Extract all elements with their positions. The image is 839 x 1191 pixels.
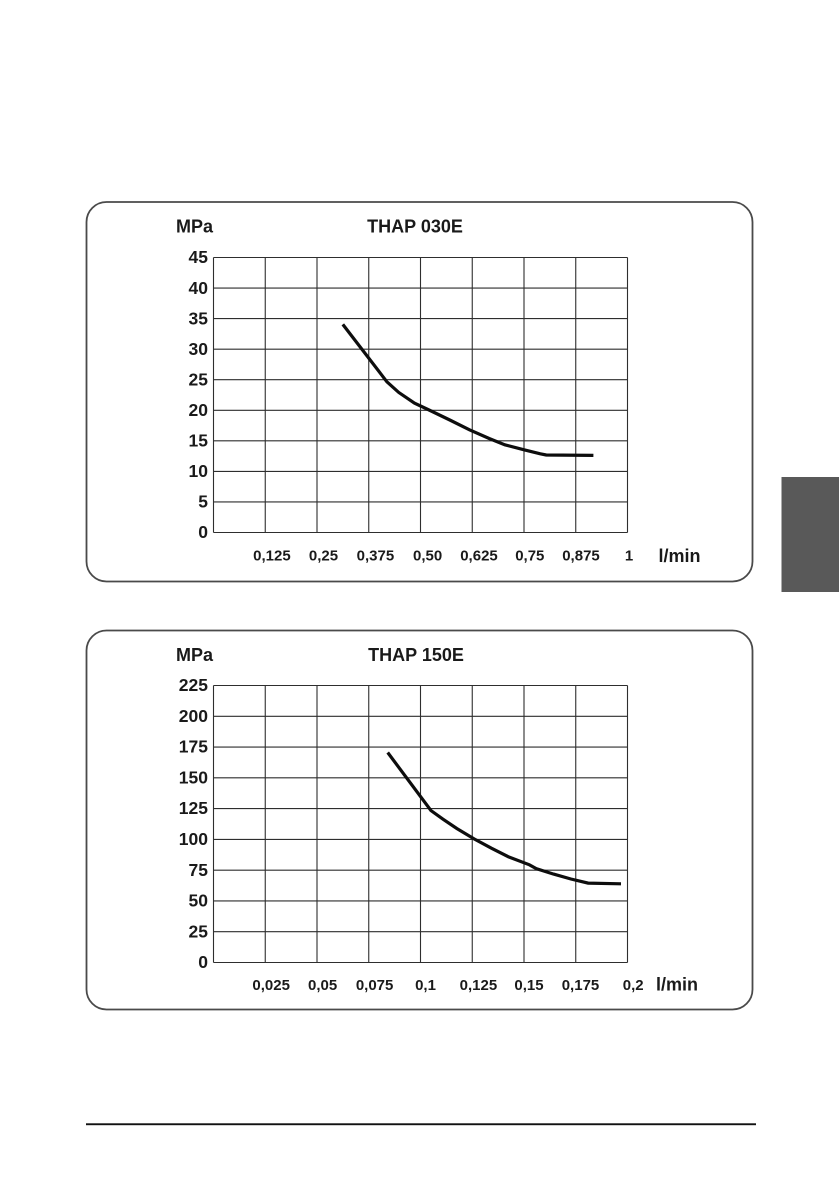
- svg-text:0,375: 0,375: [357, 548, 395, 565]
- svg-text:THAP 150E: THAP 150E: [368, 645, 464, 665]
- svg-text:1: 1: [625, 548, 633, 565]
- svg-text:150: 150: [179, 767, 208, 787]
- svg-text:15: 15: [189, 431, 209, 451]
- svg-text:0,125: 0,125: [460, 977, 498, 994]
- svg-text:0,1: 0,1: [415, 977, 436, 994]
- svg-text:0,05: 0,05: [308, 977, 337, 994]
- svg-text:175: 175: [179, 737, 208, 757]
- svg-text:40: 40: [189, 278, 209, 298]
- svg-text:10: 10: [189, 461, 209, 481]
- svg-text:0,25: 0,25: [309, 548, 338, 565]
- svg-text:75: 75: [189, 860, 209, 880]
- svg-text:20: 20: [189, 400, 209, 420]
- svg-text:l/min: l/min: [656, 975, 698, 995]
- svg-text:225: 225: [179, 675, 208, 695]
- svg-text:0,875: 0,875: [562, 548, 600, 565]
- svg-text:0,175: 0,175: [562, 977, 600, 994]
- svg-text:200: 200: [179, 706, 208, 726]
- svg-text:l/min: l/min: [659, 546, 701, 566]
- svg-text:0,625: 0,625: [460, 548, 498, 565]
- svg-text:MPa: MPa: [176, 217, 214, 237]
- svg-text:0: 0: [198, 952, 208, 972]
- svg-text:5: 5: [198, 492, 208, 512]
- svg-text:100: 100: [179, 829, 208, 849]
- svg-text:125: 125: [179, 798, 208, 818]
- svg-text:0,50: 0,50: [413, 548, 442, 565]
- svg-text:45: 45: [189, 247, 209, 267]
- svg-text:0,125: 0,125: [253, 548, 291, 565]
- svg-text:0,075: 0,075: [356, 977, 394, 994]
- svg-text:THAP 030E: THAP 030E: [367, 217, 463, 237]
- svg-text:25: 25: [189, 921, 209, 941]
- svg-text:0,15: 0,15: [514, 977, 543, 994]
- svg-text:50: 50: [189, 891, 209, 911]
- svg-text:0,2: 0,2: [623, 977, 644, 994]
- svg-text:25: 25: [189, 369, 209, 389]
- svg-text:MPa: MPa: [176, 645, 214, 665]
- svg-text:35: 35: [189, 308, 209, 328]
- svg-text:0,75: 0,75: [515, 548, 544, 565]
- svg-text:0,025: 0,025: [252, 977, 290, 994]
- svg-text:30: 30: [189, 339, 209, 359]
- svg-text:0: 0: [198, 522, 208, 542]
